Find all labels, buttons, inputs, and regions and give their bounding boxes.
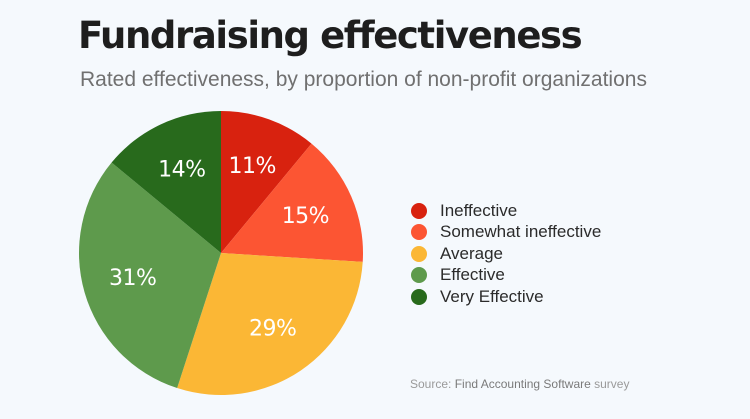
legend-item-very-effective: Very Effective: [411, 286, 601, 308]
legend-swatch: [411, 267, 427, 284]
data-label-somewhat-ineffective: 15%: [282, 204, 329, 229]
legend-item-ineffective: Ineffective: [411, 200, 601, 222]
legend-swatch: [411, 202, 427, 219]
chart-subtitle: Rated effectiveness, by proportion of no…: [80, 68, 647, 91]
pie-slice-ineffective: [221, 111, 312, 253]
legend-item-somewhat-ineffective: Somewhat ineffective: [411, 222, 601, 244]
pie-labels: 11% 15% 29% 31% 14%: [109, 154, 330, 342]
legend-swatch: [411, 245, 427, 262]
legend-swatch: [411, 288, 427, 305]
legend-item-average: Average: [411, 243, 601, 265]
pie-slices: [79, 111, 364, 395]
legend-label: Ineffective: [440, 200, 518, 220]
legend-label: Effective: [440, 265, 505, 285]
pie-slice-average: [177, 253, 363, 395]
pie-slice-very-effective: [111, 111, 221, 253]
source-note: Source: Find Accounting Software survey: [410, 377, 629, 391]
chart-legend: Ineffective Somewhat ineffective Average Ef…: [411, 200, 601, 308]
legend-label: Very Effective: [440, 286, 544, 306]
source-name: Find Accounting Software: [454, 377, 591, 391]
data-label-average: 29%: [249, 317, 296, 342]
pie-slice-effective: [79, 162, 222, 389]
legend-label: Somewhat ineffective: [440, 222, 602, 242]
legend-swatch: [411, 224, 427, 241]
chart-title: Fundraising effectiveness: [78, 14, 583, 57]
source-suffix: survey: [594, 377, 630, 391]
pie-slice-somewhat-ineffective: [221, 143, 364, 262]
legend-item-effective: Effective: [411, 265, 601, 287]
data-label-effective: 31%: [109, 266, 156, 291]
data-label-ineffective: 11%: [228, 154, 275, 179]
source-prefix: Source:: [410, 377, 452, 391]
legend-label: Average: [440, 243, 504, 263]
data-label-very-effective: 14%: [158, 157, 205, 182]
